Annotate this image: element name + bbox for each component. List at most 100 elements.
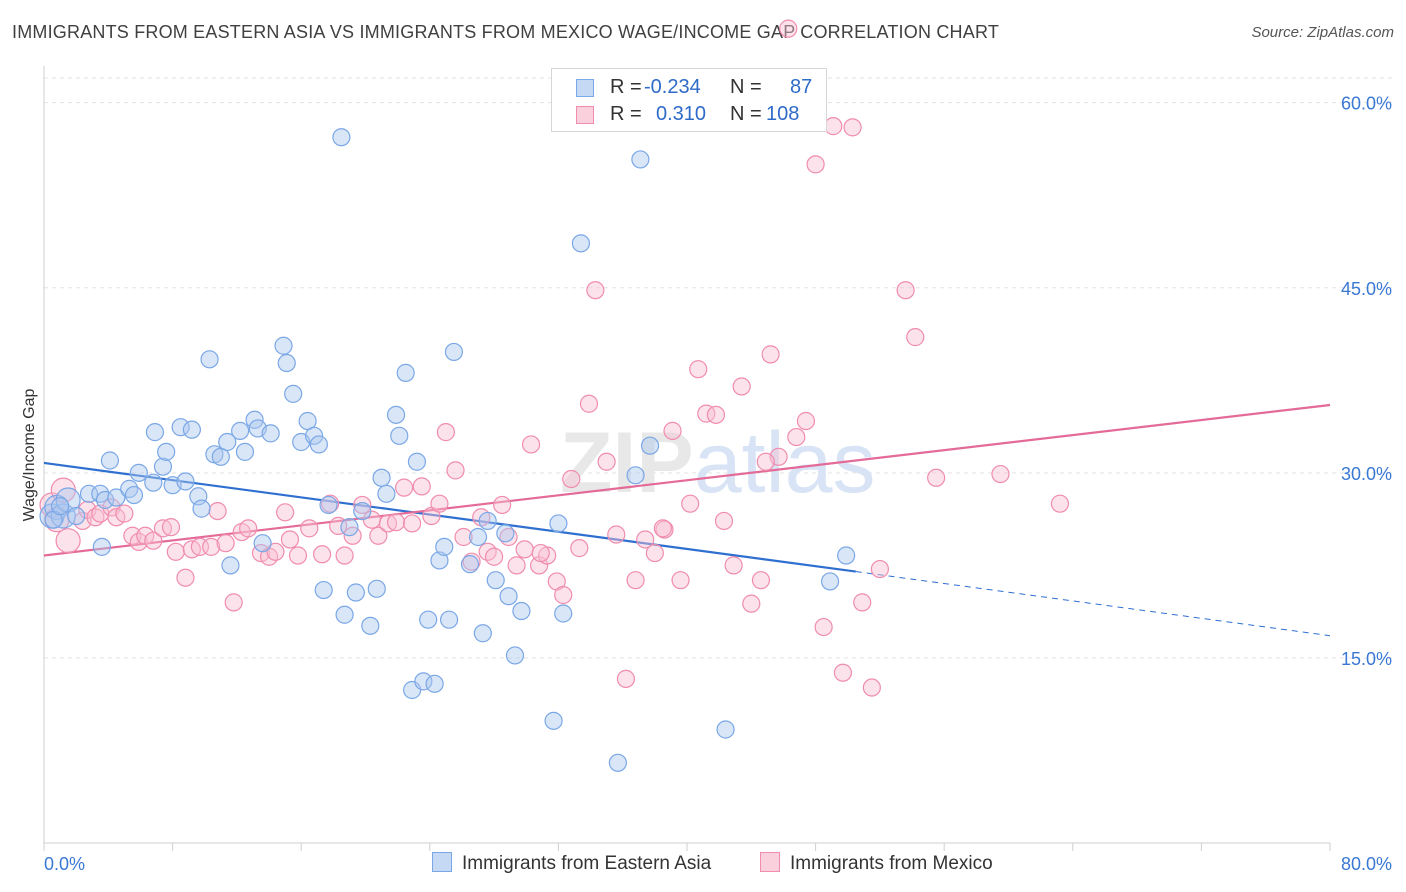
y-axis-title: Wage/Income Gap [21,389,38,522]
point-eastern-asia [100,451,120,470]
point-eastern-asia [486,571,505,590]
point-mexico [239,519,258,538]
point-mexico [202,537,221,556]
point-mexico [166,542,185,561]
point-mexico [55,528,81,554]
legend-n-value: 87 [790,76,813,98]
point-eastern-asia [319,495,338,515]
legend-row-mexico: R = 0.310 N = 108 [552,102,826,128]
point-eastern-asia [512,601,531,621]
point-eastern-asia [92,537,111,556]
point-eastern-asia [50,497,70,516]
legend-n-value: 108 [766,103,800,125]
point-mexico [369,526,388,545]
point-mexico [403,514,422,533]
point-mexico [493,495,512,515]
point-mexico [353,495,372,515]
bottom-legend-eastern-asia: Immigrants from Eastern Asia [432,852,711,875]
point-eastern-asia [314,580,333,600]
bottom-legend-mexico: Immigrants from Mexico [760,852,993,875]
point-eastern-asia [372,468,391,487]
point-mexico [761,345,780,364]
point-eastern-asia [571,234,591,253]
point-mexico [906,328,925,347]
point-eastern-asia [640,436,660,455]
point-mexico [1050,494,1070,513]
point-mexico [833,663,853,682]
point-mexico [896,281,915,300]
point-eastern-asia [129,463,148,482]
point-eastern-asia [284,384,303,403]
point-mexico [732,377,751,396]
point-eastern-asia [468,527,488,547]
point-mexico [742,594,761,613]
point-mexico [570,539,589,558]
point-eastern-asia [200,350,219,369]
point-mexico [554,585,573,605]
point-eastern-asia [439,610,459,629]
point-mexico [636,530,655,549]
point-eastern-asia [353,501,372,521]
point-mexico [653,519,672,538]
y-tick-label: 30.0% [1341,464,1392,484]
trend-eastern-asia-extension [855,571,1331,637]
point-mexico [280,530,300,549]
point-mexico [521,435,541,454]
point-eastern-asia [386,405,406,424]
point-mexico [616,669,636,688]
point-mexico [515,540,534,559]
point-mexico [531,543,550,563]
point-eastern-asia [496,524,515,543]
point-mexico [586,281,605,300]
point-mexico [843,118,862,137]
gridlines [44,77,1392,659]
point-mexico [814,617,833,637]
bottom-legend-label-mexico: Immigrants from Mexico [790,853,993,874]
point-mexico [412,477,431,496]
point-mexico [756,452,775,471]
point-eastern-asia [478,511,497,531]
point-mexico [853,593,872,612]
point-eastern-asia [430,551,449,570]
point-mexico [671,571,690,590]
legend-swatch-mexico [576,106,594,124]
legend-n-label: N = [730,76,762,98]
point-eastern-asia [425,674,444,693]
point-mexico [706,405,726,424]
point-mexico [144,531,163,550]
y-tick-label: 45.0% [1341,279,1392,299]
point-mexico [562,469,581,489]
point-mexico [607,525,626,544]
point-mexico [796,411,816,431]
point-eastern-asia [176,472,195,491]
legend-r-label: R = [610,103,642,125]
point-mexico [787,427,806,447]
point-eastern-asia [390,426,409,445]
point-eastern-asia [261,424,280,443]
point-mexico [507,556,526,575]
point-eastern-asia [549,514,568,533]
point-mexico [266,542,285,561]
trend-eastern-asia [43,461,856,573]
point-eastern-asia [192,499,211,518]
point-eastern-asia [435,537,454,556]
point-mexico [862,678,881,697]
point-eastern-asia [837,546,856,565]
point-eastern-asia [153,457,173,476]
point-mexico [697,404,716,423]
point-eastern-asia [145,423,165,442]
point-eastern-asia [505,646,525,665]
point-eastern-asia [544,711,563,730]
point-eastern-asia [377,484,396,503]
point-mexico [824,117,843,136]
legend-n-label: N = [730,103,762,125]
legend-r-label: R = [610,76,642,98]
point-mexico [454,527,473,547]
point-mexico [115,504,134,523]
legend-swatch-eastern-asia [576,79,594,97]
point-mexico [663,421,682,440]
y-tick-label: 15.0% [1341,649,1392,669]
point-eastern-asia [367,579,386,598]
x-tick-label: 80.0% [1341,854,1392,874]
point-eastern-asia [235,442,255,461]
